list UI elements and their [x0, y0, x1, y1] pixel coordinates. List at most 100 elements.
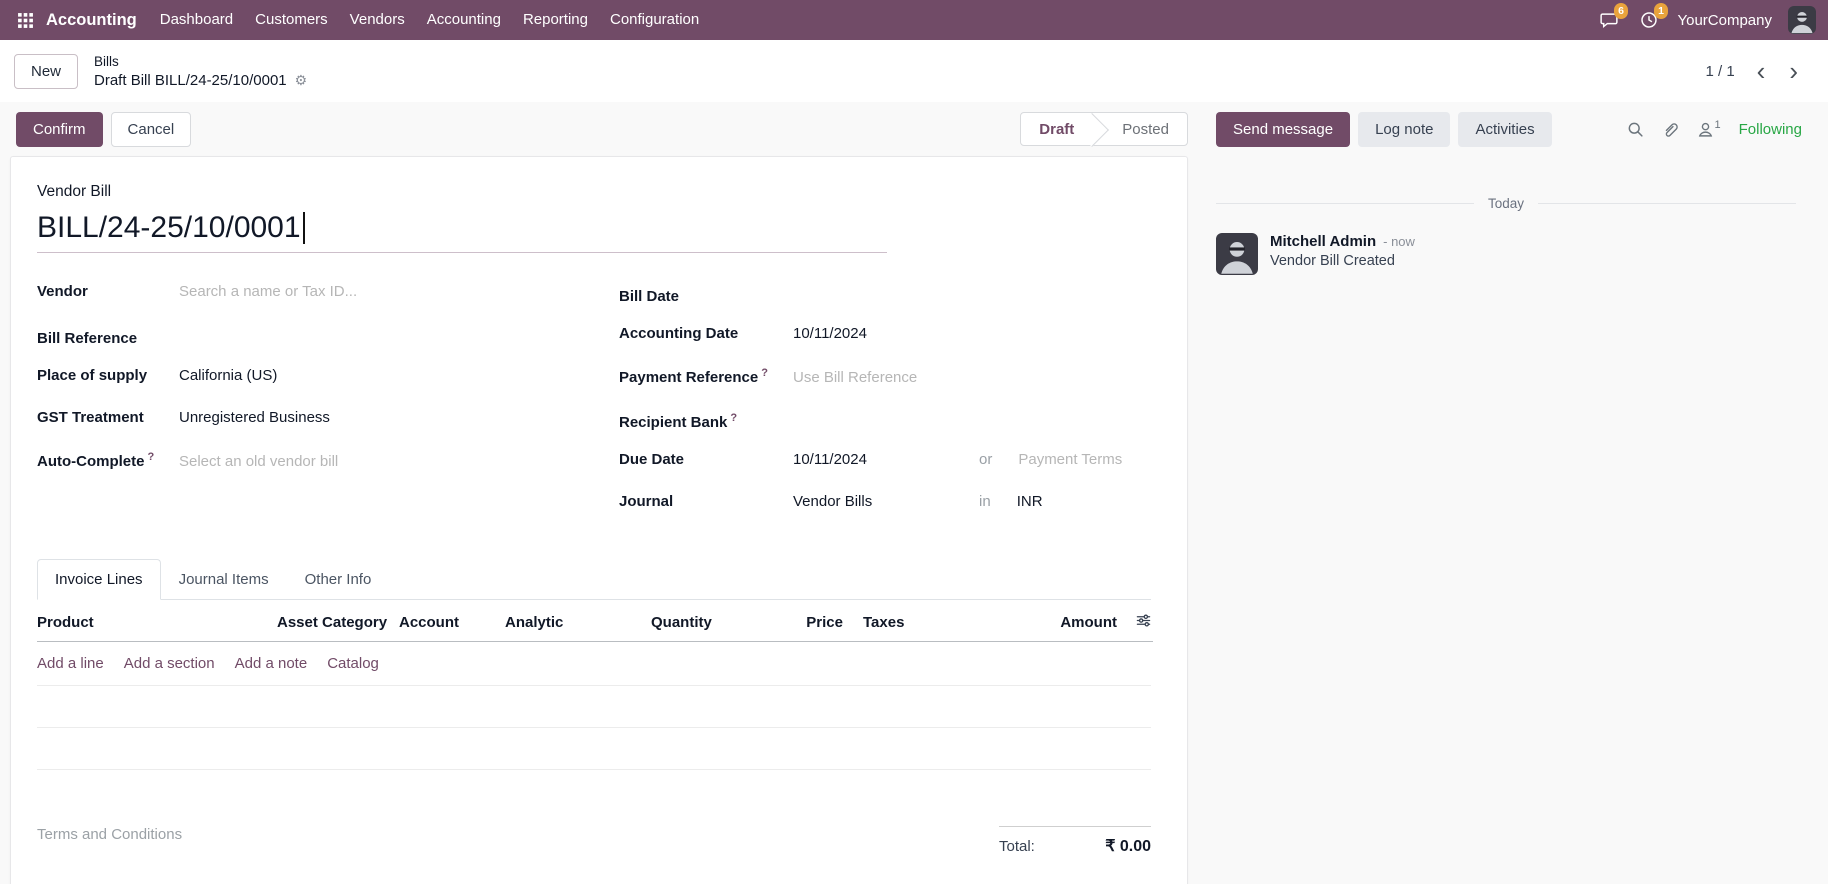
recipient-bank-input[interactable]: [793, 409, 1013, 427]
avatar-image: [1788, 6, 1816, 34]
send-message-button[interactable]: Send message: [1216, 111, 1351, 147]
menu-customers[interactable]: Customers: [255, 11, 328, 28]
field-payment-reference: Payment Reference? Use Bill Reference: [619, 367, 1151, 393]
add-note-link[interactable]: Add a note: [234, 655, 308, 672]
catalog-link[interactable]: Catalog: [327, 655, 379, 672]
notebook-tabs: Invoice Lines Journal Items Other Info: [37, 559, 1151, 600]
terms-input[interactable]: Terms and Conditions: [37, 826, 183, 843]
company-name[interactable]: YourCompany: [1677, 11, 1772, 29]
breadcrumb-current: Draft Bill BILL/24-25/10/0001: [94, 71, 287, 89]
place-of-supply-value[interactable]: California (US): [179, 367, 278, 384]
tab-other-info[interactable]: Other Info: [304, 571, 372, 588]
app-name[interactable]: Accounting: [46, 10, 137, 29]
help-icon: ?: [730, 412, 738, 424]
add-line-link[interactable]: Add a line: [37, 655, 104, 672]
following-button[interactable]: Following: [1738, 120, 1802, 138]
text-caret: [302, 212, 305, 244]
chatter-topbar: Send message Log note Activities 1 Follo…: [1188, 111, 1828, 147]
recipient-bank-label: Recipient Bank?: [619, 412, 738, 431]
field-vendor: Vendor Search a name or Tax ID...: [37, 283, 619, 309]
field-journal: Journal Vendor Bills in INR: [619, 493, 1151, 519]
menu-accounting[interactable]: Accounting: [426, 11, 501, 28]
payment-terms-input[interactable]: Payment Terms: [1018, 451, 1123, 468]
follower-count: 1: [1714, 119, 1721, 131]
column-account: Account: [399, 602, 505, 642]
field-bill-reference: Bill Reference: [37, 325, 619, 351]
activities-button[interactable]: Activities: [1458, 111, 1552, 147]
user-avatar[interactable]: [1788, 6, 1816, 34]
breadcrumb-parent[interactable]: Bills: [94, 53, 119, 69]
empty-table-row: [37, 686, 1151, 728]
vendor-label: Vendor: [37, 283, 88, 300]
due-date-value[interactable]: 10/11/2024: [793, 451, 867, 468]
confirm-button[interactable]: Confirm: [16, 111, 103, 147]
pager-value[interactable]: 1 / 1: [1705, 62, 1735, 80]
bill-date-label: Bill Date: [619, 288, 680, 305]
chatter-icons: 1 Following: [1627, 119, 1802, 138]
menu-configuration[interactable]: Configuration: [609, 11, 700, 28]
menu-dashboard[interactable]: Dashboard: [159, 11, 234, 28]
add-section-link[interactable]: Add a section: [123, 655, 215, 672]
today-divider: Today: [1216, 196, 1796, 211]
column-price: Price: [771, 602, 849, 642]
bill-date-input[interactable]: [793, 283, 1013, 301]
log-note-button[interactable]: Log note: [1358, 111, 1451, 147]
message-avatar: [1216, 233, 1258, 275]
accounting-date-label: Accounting Date: [619, 325, 739, 342]
activities-badge: 1: [1653, 3, 1669, 19]
currency-value[interactable]: INR: [1016, 493, 1043, 510]
auto-complete-label: Auto-Complete?: [37, 451, 155, 470]
activities-icon[interactable]: 1: [1637, 3, 1669, 32]
chatter-message: Mitchell Admin - now Vendor Bill Created: [1216, 233, 1796, 275]
auto-complete-input[interactable]: Select an old vendor bill: [179, 453, 339, 470]
tab-invoice-lines[interactable]: Invoice Lines: [37, 559, 161, 600]
status-step-posted[interactable]: Posted: [1122, 120, 1169, 138]
apps-menu-icon[interactable]: [8, 0, 42, 40]
table-actions: Add a line Add a section Add a note Cata…: [37, 642, 1151, 686]
accounting-date-value[interactable]: 10/11/2024: [793, 325, 867, 342]
systray: 6 1 YourCompany: [1597, 3, 1816, 34]
payment-reference-label: Payment Reference?: [619, 367, 768, 386]
gear-icon[interactable]: ⚙: [294, 71, 308, 88]
field-grid: Vendor Search a name or Tax ID... Bill R…: [37, 283, 1151, 535]
column-quantity: Quantity: [651, 602, 771, 642]
journal-value[interactable]: Vendor Bills: [793, 493, 873, 510]
menu-vendors[interactable]: Vendors: [349, 11, 405, 28]
column-analytic: Analytic: [505, 602, 651, 642]
attachments-icon[interactable]: [1662, 121, 1679, 138]
status-step-draft[interactable]: Draft: [1021, 113, 1094, 145]
sheet-footer: Terms and Conditions Total: ₹ 0.00: [37, 826, 1151, 856]
pager-next-icon[interactable]: ›: [1779, 58, 1808, 84]
breadcrumb: Bills Draft Bill BILL/24-25/10/0001 ⚙: [94, 54, 307, 89]
messages-icon[interactable]: 6: [1597, 3, 1629, 32]
bill-reference-label: Bill Reference: [37, 330, 138, 347]
menu-reporting[interactable]: Reporting: [522, 11, 588, 28]
empty-table-row: [37, 728, 1151, 770]
message-body: Vendor Bill Created: [1270, 253, 1395, 269]
search-messages-icon[interactable]: [1627, 121, 1644, 138]
clock-icon: [1641, 12, 1658, 28]
field-bill-date: Bill Date: [619, 283, 1151, 309]
due-date-label: Due Date: [619, 451, 685, 468]
field-due-date: Due Date 10/11/2024 or Payment Terms: [619, 451, 1151, 477]
form-statusbar: Confirm Cancel Draft Posted: [0, 111, 1188, 147]
top-navbar: Accounting Dashboard Customers Vendors A…: [0, 0, 1828, 40]
invoice-lines-table: Product Asset Category Account Analytic …: [37, 602, 1153, 642]
main-menu: Dashboard Customers Vendors Accounting R…: [149, 0, 710, 40]
vendor-input[interactable]: Search a name or Tax ID...: [179, 283, 358, 300]
place-of-supply-label: Place of supply: [37, 367, 148, 384]
column-amount: Amount: [999, 602, 1123, 642]
adjust-columns-icon[interactable]: [1123, 602, 1153, 642]
today-label: Today: [1487, 196, 1525, 211]
pager-previous-icon[interactable]: ‹: [1747, 58, 1776, 84]
help-icon: ?: [147, 451, 155, 463]
cancel-button[interactable]: Cancel: [110, 111, 192, 147]
pager: 1 / 1 ‹ ›: [1705, 58, 1808, 84]
followers-icon[interactable]: 1: [1697, 119, 1721, 138]
gst-treatment-value[interactable]: Unregistered Business: [179, 409, 330, 426]
payment-reference-input[interactable]: Use Bill Reference: [793, 369, 918, 386]
bill-reference-input[interactable]: [179, 325, 399, 343]
new-button[interactable]: New: [14, 53, 79, 89]
document-name-input[interactable]: BILL/24-25/10/0001: [37, 211, 887, 253]
tab-journal-items[interactable]: Journal Items: [178, 571, 269, 588]
